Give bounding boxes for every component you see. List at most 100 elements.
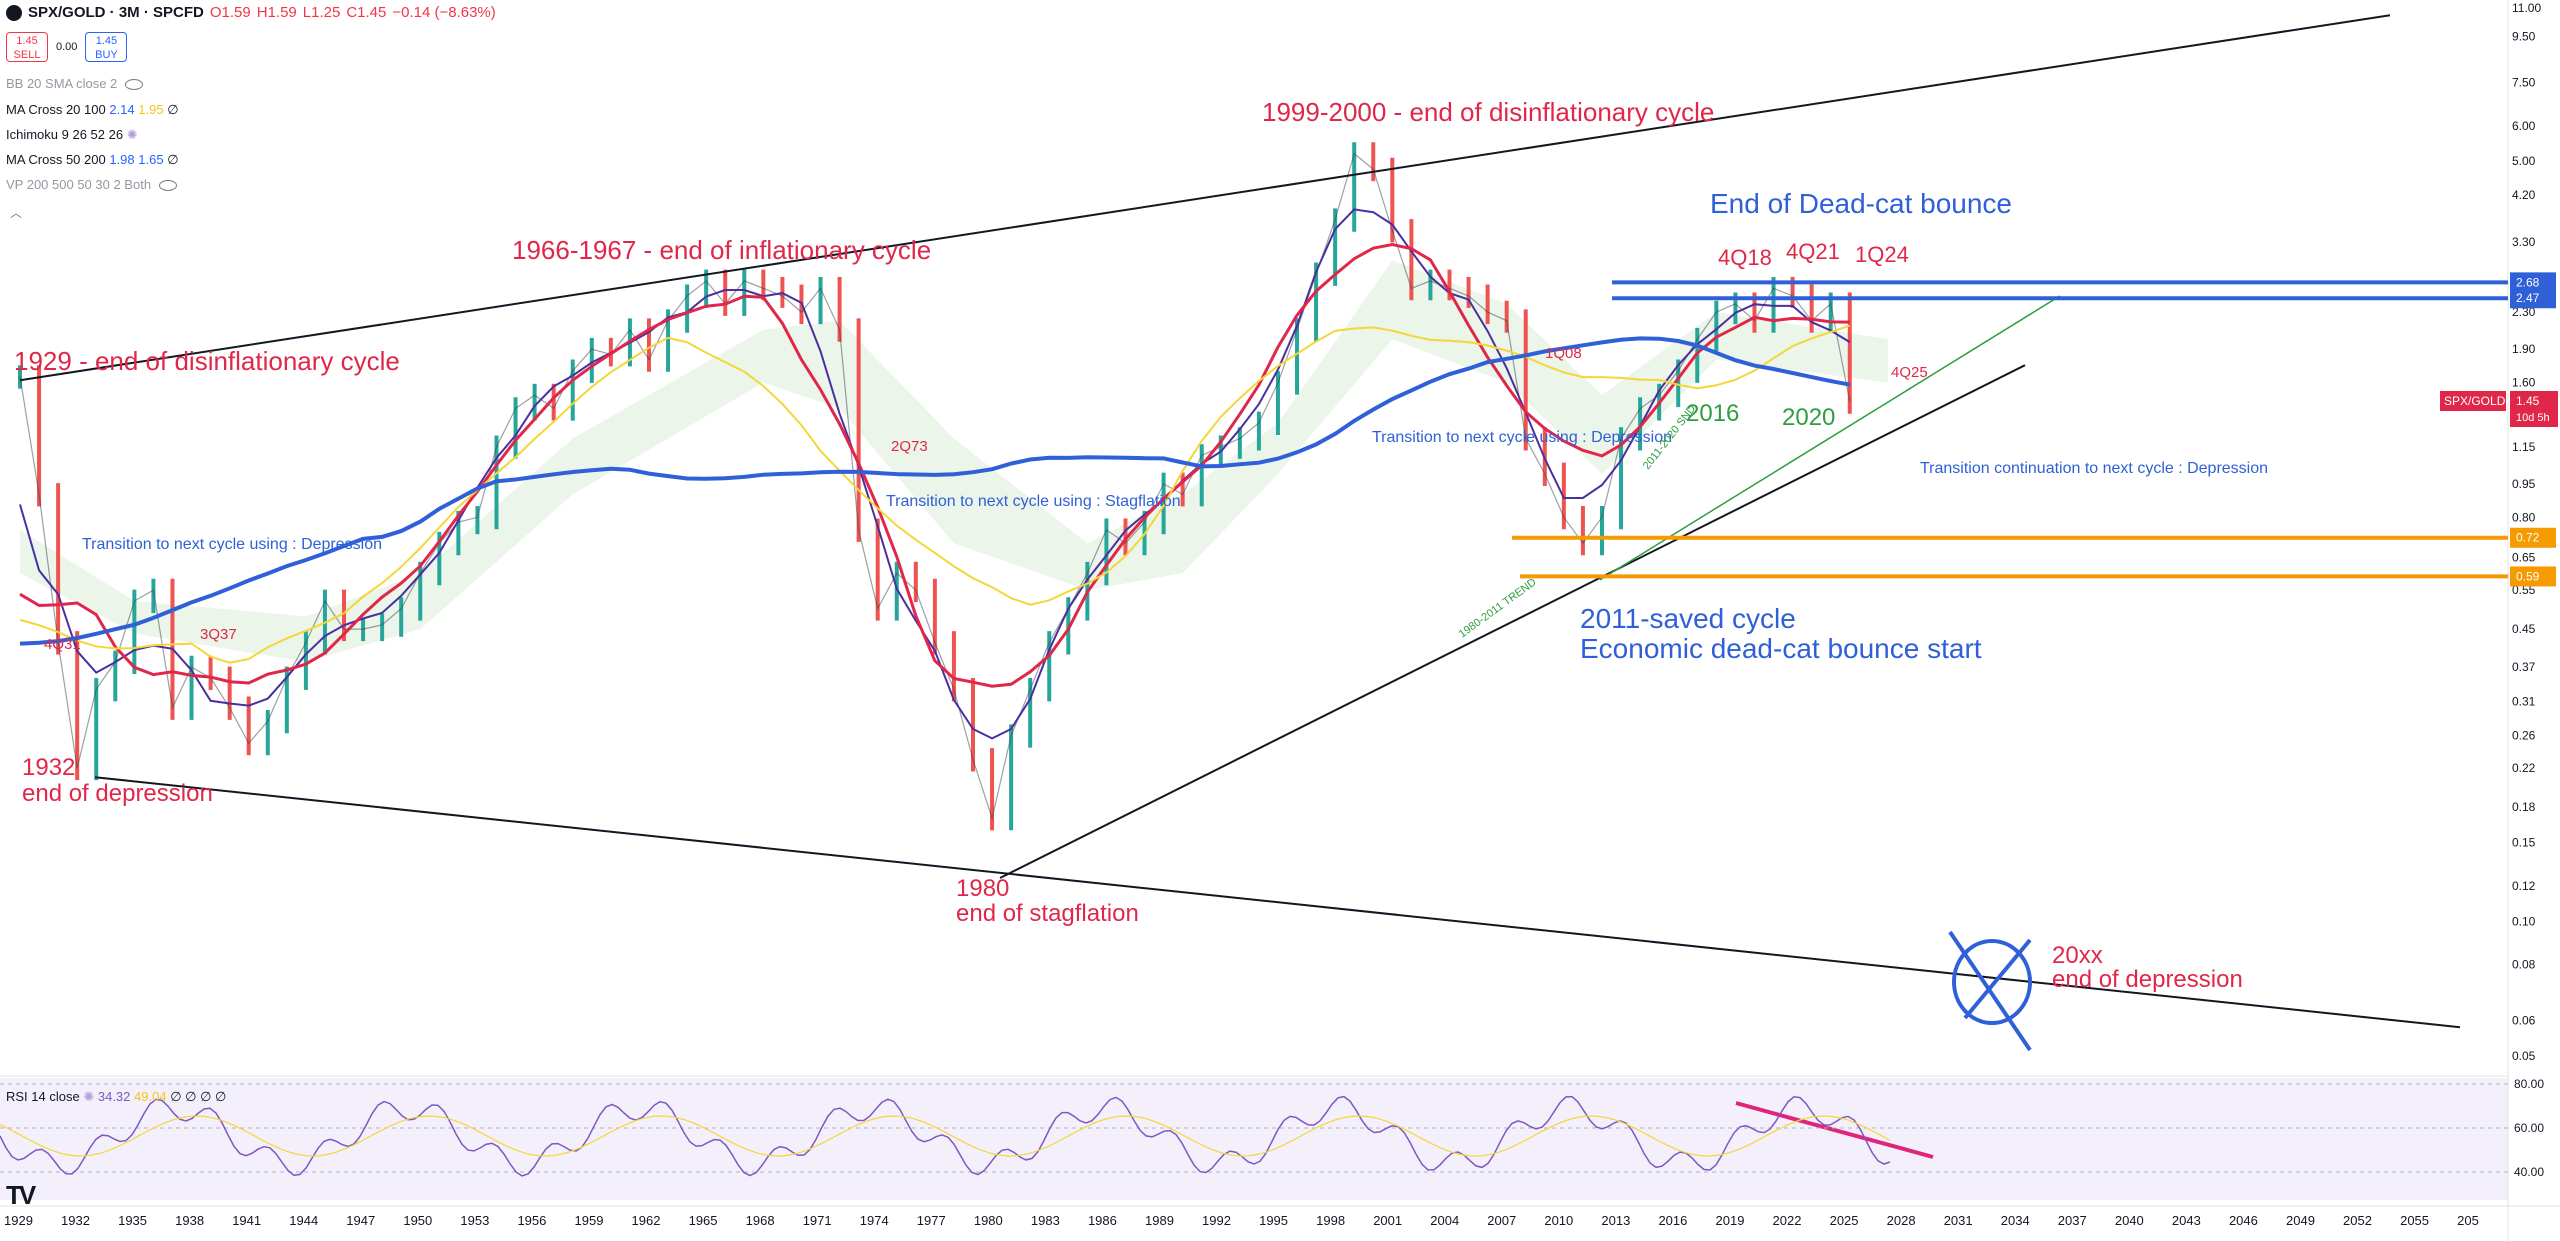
lower-channel-line: [94, 776, 2461, 1029]
price-axis-tick: 0.08: [2512, 958, 2536, 972]
indicator-name: Ichimoku 9 26 52 26: [6, 127, 124, 142]
indicator-value: 1.98: [109, 152, 135, 167]
price-axis-tick: 0.26: [2512, 729, 2536, 743]
trade-panel: 1.45 SELL 0.00 1.45 BUY: [6, 32, 128, 62]
time-axis-tick: 2025: [1830, 1213, 1859, 1228]
time-axis-tick: 2004: [1430, 1213, 1459, 1228]
collapse-legend-chevron-icon[interactable]: ︿: [10, 206, 23, 220]
level-tag: [2510, 288, 2556, 309]
ohlc-low: L1.25: [302, 4, 341, 21]
level-tag: [2510, 527, 2556, 548]
ichimoku-cloud: [20, 260, 1888, 662]
time-axis-tick: 2055: [2400, 1213, 2429, 1228]
level-tag: 0.72: [2516, 531, 2540, 545]
price-axis-tick: 0.05: [2512, 1049, 2536, 1063]
rsi-axis-tick: 80.00: [2514, 1077, 2544, 1091]
annotation-label: Transition to next cycle using : Stagfla…: [886, 493, 1181, 510]
annotation-label: 4Q25: [1891, 364, 1928, 381]
price-axis-tick: 6.00: [2512, 119, 2536, 133]
countdown-tag: 10d 5h: [2516, 412, 2550, 424]
price-axis-tick: 0.45: [2512, 622, 2536, 636]
annotation-label: 1980: [956, 875, 1009, 902]
time-axis-tick: 1929: [4, 1213, 33, 1228]
price-axis-tick: 0.15: [2512, 836, 2536, 850]
price-axis-tick: 5.00: [2512, 154, 2536, 168]
time-axis-tick: 1947: [346, 1213, 375, 1228]
price-axis-tick: 0.37: [2512, 660, 2536, 674]
ohlc-close: C1.45: [346, 4, 387, 21]
time-axis-tick: 1986: [1088, 1213, 1117, 1228]
annotation-label: 1999-2000 - end of disinflationary cycle: [1262, 97, 1714, 127]
time-axis-tick: 2034: [2001, 1213, 2030, 1228]
annotation-label: 4Q31: [44, 636, 81, 653]
annotation-label: Transition to next cycle using : Depress…: [82, 536, 382, 553]
annotation-label: 1Q24: [1855, 242, 1909, 267]
time-axis-tick: 2049: [2286, 1213, 2315, 1228]
last-price-tag: [2510, 391, 2558, 427]
annotation-label: end of stagflation: [956, 900, 1139, 927]
buy-label: BUY: [95, 49, 118, 61]
last-price-name-tag: [2440, 391, 2506, 411]
annotation-label: 1Q08: [1545, 345, 1582, 362]
indicator-name: BB 20 SMA close 2: [6, 76, 118, 91]
ohlc-change: −0.14 (−8.63%): [392, 4, 496, 21]
price-axis-tick: 1.90: [2512, 342, 2536, 356]
last-price-name-tag: SPX/GOLD: [2444, 394, 2506, 408]
price-series-line: [19, 152, 1851, 821]
price-axis-tick: 0.10: [2512, 914, 2536, 928]
time-axis-tick: 1965: [689, 1213, 718, 1228]
time-axis-tick: 1953: [460, 1213, 489, 1228]
support-trend-line: [999, 364, 2026, 879]
eye-hidden-icon[interactable]: [158, 180, 177, 192]
price-axis-tick: 7.50: [2512, 75, 2536, 89]
indicator-legend-bb[interactable]: BB 20 SMA close 2: [6, 76, 143, 91]
indicator-value: 1.65: [138, 152, 164, 167]
time-axis-tick: 1959: [575, 1213, 604, 1228]
annotation-label: 2Q73: [891, 438, 928, 455]
annotation-label: 4Q21: [1786, 239, 1840, 264]
price-axis-tick: 0.80: [2512, 510, 2536, 524]
time-axis-tick: 1932: [61, 1213, 90, 1228]
time-axis-tick: 2046: [2229, 1213, 2258, 1228]
annotation-label: Transition to next cycle using : Depress…: [1372, 429, 1672, 446]
time-axis-tick: 1992: [1202, 1213, 1231, 1228]
price-axis-tick: 0.06: [2512, 1014, 2536, 1028]
level-tag: 2.47: [2516, 291, 2540, 305]
price-axis-tick: 0.95: [2512, 477, 2536, 491]
upper-channel-line: [19, 14, 2391, 382]
tradingview-logo[interactable]: TV: [6, 1180, 36, 1210]
time-axis-tick: 2016: [1658, 1213, 1687, 1228]
price-axis-tick: 0.12: [2512, 879, 2536, 893]
indicator-name: MA Cross 50 200: [6, 152, 106, 167]
rsi-name: RSI 14 close: [6, 1089, 80, 1104]
indicator-legend-vp[interactable]: VP 200 500 50 30 2 Both: [6, 177, 177, 192]
time-axis-tick: 1995: [1259, 1213, 1288, 1228]
indicator-legend-ichimoku[interactable]: Ichimoku 9 26 52 26 ✺: [6, 127, 138, 143]
time-axis-tick: 2007: [1487, 1213, 1516, 1228]
indicator-name: MA Cross 20 100: [6, 102, 106, 117]
price-axis-tick: 4.20: [2512, 188, 2536, 202]
buy-button[interactable]: 1.45 BUY: [85, 32, 128, 62]
eye-hidden-icon[interactable]: [124, 79, 143, 91]
time-axis-tick: 1944: [289, 1213, 318, 1228]
time-axis-tick: 1980: [974, 1213, 1003, 1228]
rsi-line: [0, 1095, 1891, 1177]
indicator-legend-ma-cross-50-200[interactable]: MA Cross 50 200 1.98 1.65 ∅: [6, 152, 179, 168]
symbol-title[interactable]: SPX/GOLD · 3M · SPCFD: [28, 4, 204, 21]
price-axis-tick: 3.30: [2512, 235, 2536, 249]
indicator-value: ∅: [167, 102, 179, 117]
crossed-circle-icon: [1952, 939, 2032, 1025]
rsi-legend[interactable]: RSI 14 close ✺ 34.32 49.04 ∅ ∅ ∅ ∅: [6, 1089, 226, 1105]
sell-button[interactable]: 1.45 SELL: [6, 32, 48, 62]
ma-50-line: [19, 242, 1850, 688]
indicator-legend-ma-cross-20-100[interactable]: MA Cross 20 100 2.14 1.95 ∅: [6, 102, 179, 118]
time-axis-tick: 1983: [1031, 1213, 1060, 1228]
sell-price: 1.45: [16, 35, 38, 47]
time-axis-tick: 1956: [517, 1213, 546, 1228]
ma-100-line: [19, 324, 1851, 664]
annotation-label: Transition continuation to next cycle : …: [1920, 460, 2268, 477]
price-axis-tick: 0.55: [2512, 583, 2536, 597]
time-axis-tick: 1962: [632, 1213, 661, 1228]
level-tag: 2.68: [2516, 275, 2540, 289]
